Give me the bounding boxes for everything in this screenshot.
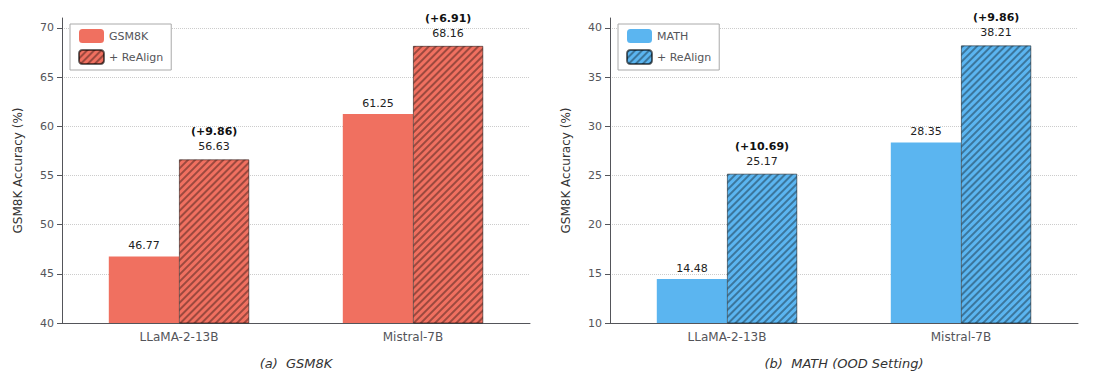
svg-text:68.16: 68.16	[432, 27, 464, 40]
svg-text:25: 25	[588, 169, 602, 182]
svg-text:30: 30	[588, 120, 602, 133]
svg-text:(+9.86): (+9.86)	[973, 11, 1019, 24]
svg-text:50: 50	[40, 218, 54, 231]
svg-text:Mistral-7B: Mistral-7B	[931, 330, 991, 344]
svg-text:(+10.69): (+10.69)	[735, 140, 789, 153]
svg-text:55: 55	[40, 169, 54, 182]
svg-text:20: 20	[588, 218, 602, 231]
svg-text:65: 65	[40, 71, 54, 84]
svg-text:56.63: 56.63	[198, 140, 230, 153]
svg-text:40: 40	[588, 21, 602, 34]
svg-text:(+9.86): (+9.86)	[191, 125, 237, 138]
svg-text:GSM8K Accuracy (%): GSM8K Accuracy (%)	[559, 108, 573, 234]
svg-text:LLaMA-2-13B: LLaMA-2-13B	[140, 330, 219, 344]
svg-text:GSM8K Accuracy (%): GSM8K Accuracy (%)	[11, 108, 25, 234]
svg-text:61.25: 61.25	[362, 97, 394, 110]
svg-text:MATH: MATH	[657, 30, 688, 43]
svg-text:45: 45	[40, 267, 54, 280]
svg-text:(b) MATH (OOD Setting): (b) MATH (OOD Setting)	[765, 356, 924, 371]
svg-text:(a) GSM8K: (a) GSM8K	[260, 356, 334, 371]
svg-text:Mistral-7B: Mistral-7B	[383, 330, 443, 344]
svg-text:(+6.91): (+6.91)	[425, 12, 471, 25]
svg-text:GSM8K: GSM8K	[109, 30, 149, 43]
svg-text:14.48: 14.48	[676, 262, 708, 275]
svg-text:+ ReAlign: + ReAlign	[109, 51, 163, 64]
svg-text:15: 15	[588, 267, 602, 280]
svg-text:60: 60	[40, 120, 54, 133]
svg-text:35: 35	[588, 71, 602, 84]
svg-text:46.77: 46.77	[128, 239, 160, 252]
svg-text:40: 40	[40, 317, 54, 330]
svg-text:LLaMA-2-13B: LLaMA-2-13B	[688, 330, 767, 344]
svg-text:25.17: 25.17	[746, 155, 778, 168]
svg-text:+ ReAlign: + ReAlign	[657, 51, 711, 64]
svg-text:70: 70	[40, 21, 54, 34]
svg-text:10: 10	[588, 317, 602, 330]
svg-text:38.21: 38.21	[980, 26, 1012, 39]
svg-text:28.35: 28.35	[910, 125, 942, 138]
